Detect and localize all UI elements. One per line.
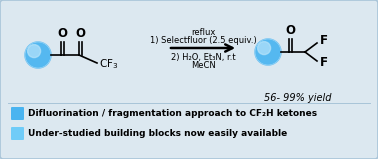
Text: reflux: reflux [191,28,215,37]
Circle shape [25,42,51,68]
Text: F: F [320,56,328,69]
Text: F: F [320,35,328,48]
Circle shape [28,45,40,58]
Circle shape [257,42,271,55]
Text: 2) H₂O, Et₃N, r.t: 2) H₂O, Et₃N, r.t [171,53,235,62]
Text: O: O [75,27,85,40]
Text: O: O [285,24,295,37]
Text: Under-studied building blocks now easily available: Under-studied building blocks now easily… [28,129,287,138]
Text: 1) Selectfluor (2.5 equiv.): 1) Selectfluor (2.5 equiv.) [150,36,256,45]
Text: O: O [57,27,67,40]
FancyBboxPatch shape [11,127,24,140]
Text: Difluorination / fragmentation approach to CF₂H ketones: Difluorination / fragmentation approach … [28,109,317,118]
Circle shape [255,39,281,65]
Text: MeCN: MeCN [191,61,215,70]
Text: 56- 99% yield: 56- 99% yield [264,93,332,103]
FancyBboxPatch shape [11,107,24,120]
Text: CF$_3$: CF$_3$ [99,57,118,71]
